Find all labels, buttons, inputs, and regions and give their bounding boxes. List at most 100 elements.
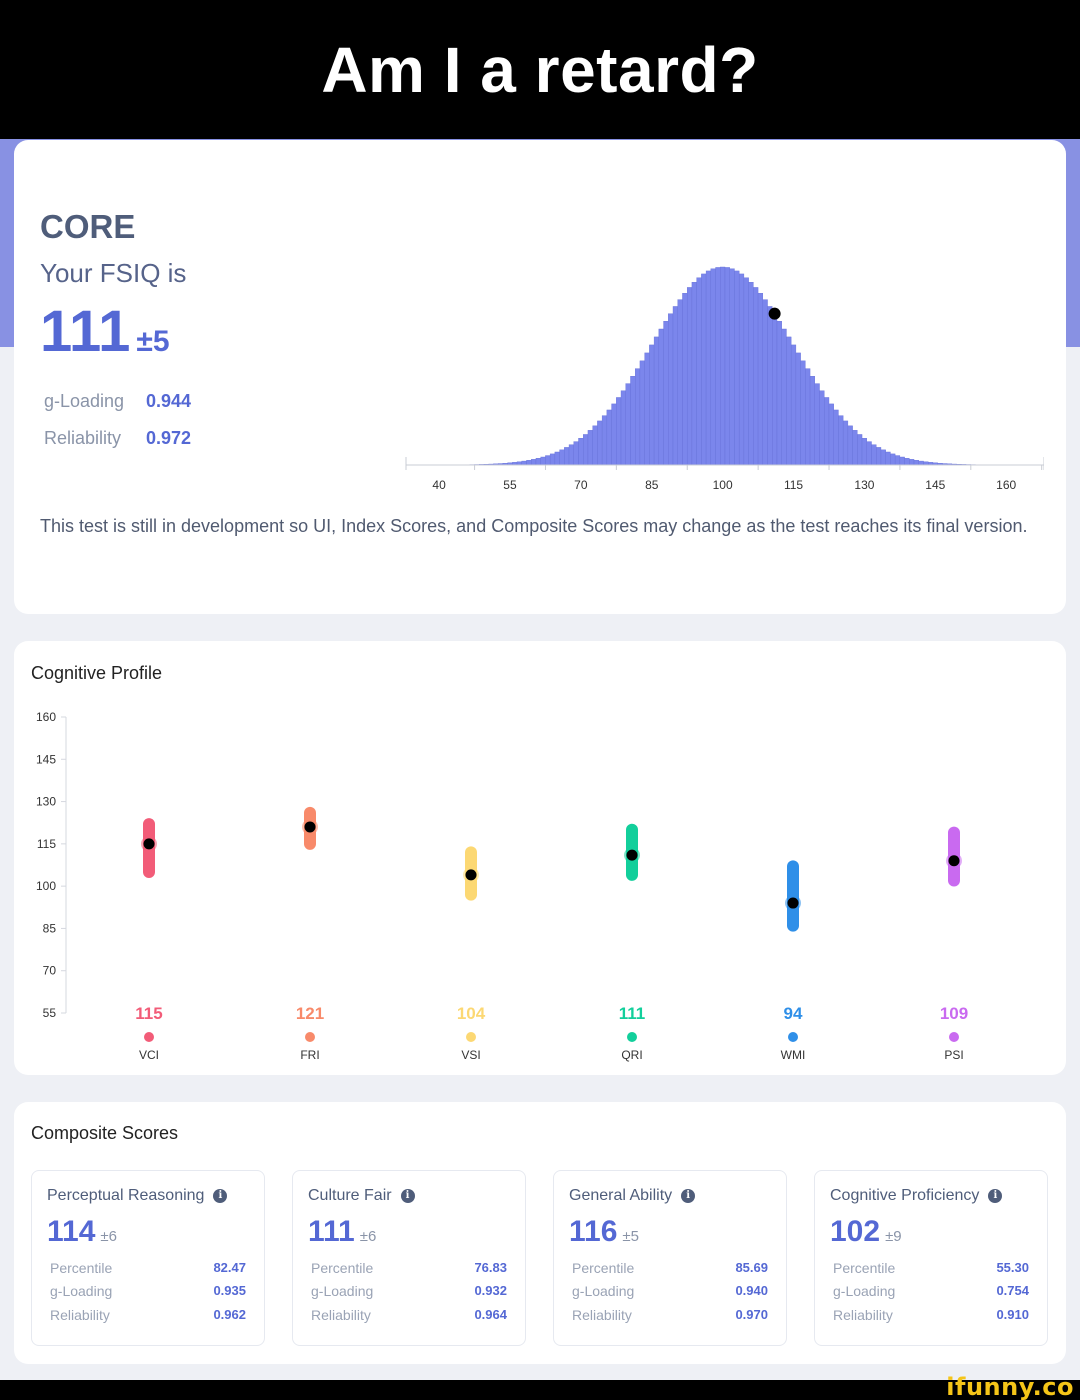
percentile-label: Percentile <box>833 1260 896 1276</box>
score-data-label: 109 <box>940 1004 968 1023</box>
composite-score-margin: ±6 <box>359 1228 377 1245</box>
distribution-bar <box>531 459 537 466</box>
composite-card-title: Cognitive Proficiency i <box>830 1187 1003 1205</box>
score-point <box>143 838 155 850</box>
reliability-label: Reliability <box>833 1307 893 1323</box>
distribution-bar <box>630 376 636 466</box>
distribution-bar <box>781 328 787 466</box>
distribution-bar <box>805 368 811 466</box>
g-loading-label: g-Loading <box>311 1283 374 1299</box>
composite-card-title: Culture Fair i <box>308 1187 415 1205</box>
legend-dot <box>788 1032 798 1042</box>
score-data-label: 121 <box>296 1004 324 1023</box>
distribution-bar <box>847 425 853 466</box>
score-data-label: 115 <box>135 1004 162 1023</box>
info-circle-icon[interactable]: i <box>681 1189 696 1203</box>
score-point <box>626 849 638 861</box>
distribution-bar <box>710 268 716 466</box>
distribution-bar <box>776 321 782 466</box>
distribution-bar <box>526 460 532 466</box>
y-tick-label: 145 <box>36 752 56 766</box>
x-tick-label: 55 <box>503 478 517 492</box>
distribution-bar <box>772 313 778 466</box>
distribution-bar <box>757 293 764 466</box>
distribution-bar <box>828 403 834 466</box>
distribution-bar <box>611 403 617 466</box>
reliability-row: Reliability 0.962 <box>50 1307 246 1323</box>
distribution-bar <box>521 460 527 466</box>
g-loading-label: g-Loading <box>572 1283 635 1299</box>
info-circle-icon[interactable]: i <box>213 1189 228 1203</box>
legend-dot <box>466 1032 476 1042</box>
distribution-bar <box>871 444 877 466</box>
legend-dot <box>949 1032 959 1042</box>
distribution-bar <box>795 352 801 466</box>
x-tick-label: 40 <box>432 478 446 492</box>
fsiq-score-marker <box>768 307 781 320</box>
score-point <box>465 869 477 881</box>
distribution-bar <box>762 299 768 466</box>
distribution-bar <box>583 434 589 466</box>
core-g-loading-row: g-Loading 0.944 <box>44 391 191 412</box>
composite-score: 116 ±5 <box>569 1215 639 1249</box>
score-data-label: 104 <box>457 1004 486 1023</box>
info-circle-icon[interactable]: i <box>988 1189 1003 1203</box>
distribution-bar <box>880 449 886 466</box>
distribution-bar <box>620 390 626 466</box>
distribution-bar <box>682 293 688 466</box>
distribution-bar <box>686 287 693 466</box>
composite-score: 114 ±6 <box>47 1215 117 1249</box>
fsiq-distribution-chart: 40 55 70 85 100 115 130 145 160 <box>405 266 1044 492</box>
composite-score-margin: ±5 <box>622 1228 639 1245</box>
distribution-bar <box>625 383 631 466</box>
distribution-bar <box>715 267 721 466</box>
y-tick-label: 100 <box>36 879 56 893</box>
g-loading-row: g-Loading 0.932 <box>311 1283 507 1299</box>
composite-scores-card: Composite Scores Perceptual Reasoning i 1… <box>14 1102 1066 1364</box>
score-point <box>304 821 316 833</box>
score-point <box>787 897 799 909</box>
distribution-bar <box>701 273 707 466</box>
legend-dot <box>305 1032 315 1042</box>
distribution-bar <box>677 299 683 466</box>
g-loading-value: 0.935 <box>213 1283 246 1298</box>
distribution-bar <box>601 415 608 466</box>
distribution-bar <box>663 321 669 466</box>
core-card: CORE Your FSIQ is 111 ±5 g-Loading 0.944 … <box>14 140 1066 614</box>
distribution-bar <box>540 456 546 466</box>
g-loading-row: g-Loading 0.754 <box>833 1283 1029 1299</box>
distribution-bar <box>554 451 560 466</box>
distribution-bar <box>734 270 740 466</box>
distribution-bar <box>696 277 702 466</box>
distribution-bar <box>833 409 839 466</box>
core-reliability-row: Reliability 0.972 <box>44 428 191 449</box>
info-circle-icon[interactable]: i <box>400 1189 415 1203</box>
category-label: WMI <box>781 1048 806 1062</box>
distribution-bar <box>658 328 664 466</box>
composite-score-value: 102 <box>830 1215 881 1248</box>
percentile-label: Percentile <box>50 1260 113 1276</box>
distribution-bar <box>668 313 674 466</box>
composite-card-title-text: General Ability <box>569 1187 673 1204</box>
distribution-bar <box>767 306 773 466</box>
distribution-bar <box>894 455 901 466</box>
distribution-bar <box>861 438 867 466</box>
x-tick-label: 85 <box>645 478 659 492</box>
reliability-label: Reliability <box>311 1307 371 1323</box>
g-loading-value: 0.754 <box>996 1283 1029 1298</box>
y-tick-label: 70 <box>43 964 57 978</box>
distribution-bar <box>876 447 882 466</box>
cognitive-profile-chart: 160 145 130 115 100 85 70 55 115 VCI 121 FRI 104 VSI 1… <box>36 710 968 1062</box>
percentile-row: Percentile 85.69 <box>572 1260 768 1276</box>
core-g-loading-label: g-Loading <box>44 391 125 411</box>
reliability-value: 0.970 <box>735 1307 768 1322</box>
distribution-bar <box>573 441 579 466</box>
distribution-bar <box>720 266 726 466</box>
composite-scores-title: Composite Scores <box>31 1123 179 1143</box>
score-data-label: 94 <box>784 1004 803 1023</box>
core-reliability-label: Reliability <box>44 428 122 448</box>
distribution-bar <box>753 287 759 466</box>
distribution-bar <box>748 282 754 466</box>
x-tick-label: 115 <box>784 478 803 492</box>
distribution-bar <box>592 425 598 466</box>
